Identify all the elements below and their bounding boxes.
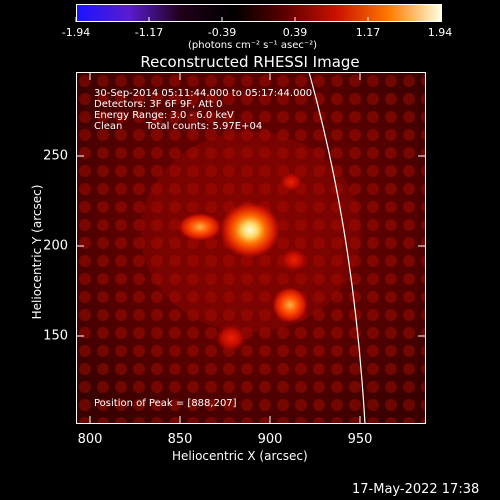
clean-method: Clean [94,121,123,132]
energy-range: Energy Range: 3.0 - 6.0 keV [94,110,234,121]
faint-source [215,324,247,352]
secondary-source [178,213,222,241]
main-source [220,202,280,258]
y-axis-label: Heliocentric Y (arcsec) [30,184,44,320]
colorbar-tick-label: -1.94 [61,26,91,39]
x-axis-label: Heliocentric X (arcsec) [172,449,308,463]
colorbar-tick-label: 0.39 [282,26,308,39]
y-tick-label: 200 [43,238,68,254]
colorbar-gradient [77,5,441,21]
time-range: 30-Sep-2014 05:11:44.000 to 05:17:44.000 [94,88,313,99]
x-tick-label: 950 [347,432,373,447]
secondary-source [272,287,308,323]
x-tick-label: 850 [167,432,193,447]
colorbar-tick-label: 1.17 [355,26,381,39]
x-tick-label: 800 [77,432,103,447]
colorbar-tick-label: 1.94 [427,26,453,39]
detectors: Detectors: 3F 6F 9F, Att 0 [94,99,223,110]
colorbar-units: (photons cm⁻² s⁻¹ asec⁻²) [188,40,318,51]
colorbar-tick-label: -1.17 [134,26,164,39]
colorbar-tick-label: -0.39 [207,26,237,39]
peak-position: Position of Peak = [888,207] [94,398,237,409]
x-tick-label: 900 [257,432,283,447]
solar-limb [308,72,366,424]
rhessi-image [76,72,426,424]
total-counts: Total counts: 5.97E+04 [146,121,263,132]
y-tick-label: 250 [43,148,68,164]
y-tick-label: 150 [43,328,68,344]
image-title: Reconstructed RHESSI Image [140,53,360,71]
plot-timestamp: 17-May-2022 17:38 [352,482,480,497]
colorbar-ticks [75,17,441,22]
colorbar [76,4,442,22]
